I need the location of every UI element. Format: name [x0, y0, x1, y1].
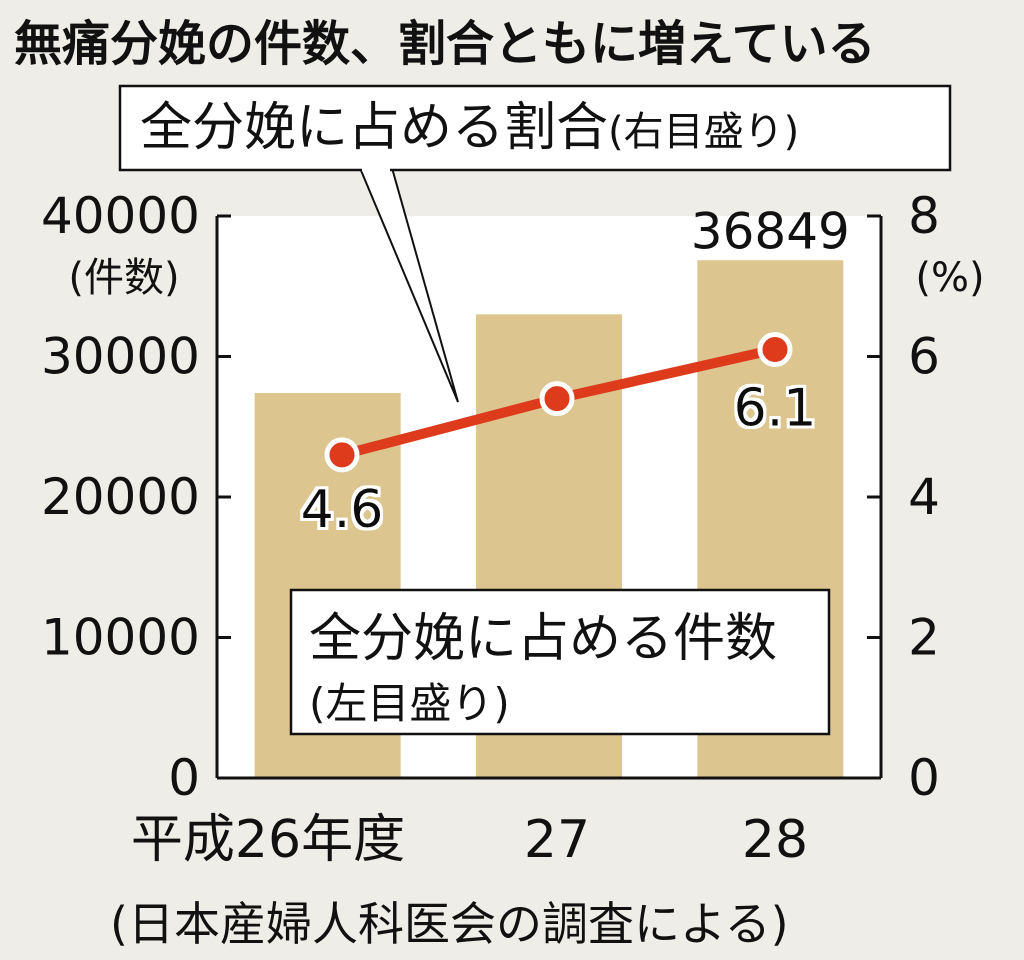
- ticks-layer: 0 10000 20000 30000 40000 0 2 4 6 8: [41, 187, 940, 807]
- right-axis-unit: (%): [915, 255, 984, 301]
- count-series-legend: 全分娩に占める件数 (左目盛り): [289, 588, 831, 736]
- right-axis-tick-label: 0: [908, 749, 940, 807]
- count-data-label: 36849: [691, 202, 850, 260]
- x-tick-label: 27: [524, 810, 590, 870]
- chart-source: (日本産婦人科医会の調査による): [110, 897, 789, 951]
- data-labels-layer: 4.6 6.1 36849: [301, 202, 850, 540]
- left-axis-tick-label: 10000: [41, 609, 200, 667]
- rate-point: [324, 437, 360, 473]
- count-legend-box: [289, 588, 831, 736]
- rate-line-layer: [324, 331, 793, 473]
- x-tick-label: 28: [742, 810, 808, 870]
- left-axis-tick-label: 20000: [41, 468, 200, 526]
- count-series-name: 全分娩に占める件数: [309, 609, 777, 669]
- right-axis-tick-label: 6: [908, 328, 940, 386]
- callout-box: [118, 84, 952, 172]
- rate-point: [757, 331, 793, 367]
- right-axis-tick-label: 4: [908, 468, 940, 526]
- left-axis-tick-label: 30000: [41, 328, 200, 386]
- rate-series-name: 全分娩に占める割合(右目盛り): [140, 98, 799, 158]
- left-axis-unit: (件数): [68, 255, 179, 301]
- rate-point: [539, 381, 575, 417]
- count-series-axis-note: (左目盛り): [309, 679, 510, 728]
- right-axis-tick-label: 8: [908, 187, 940, 245]
- x-tick-labels: 平成26年度 27 28: [131, 810, 808, 870]
- rate-series-name-text: 全分娩に占める割合: [140, 98, 608, 158]
- rate-data-label: 4.6: [301, 480, 384, 540]
- rate-data-label: 6.1: [734, 378, 817, 438]
- x-tick-label: 平成26年度: [131, 810, 405, 870]
- rate-series-callout: 全分娩に占める割合(右目盛り): [118, 84, 952, 403]
- left-axis-tick-label: 0: [168, 749, 200, 807]
- left-axis-tick-label: 40000: [41, 187, 200, 245]
- right-axis-tick-label: 2: [908, 609, 940, 667]
- rate-series-axis-note: (右目盛り): [608, 109, 799, 155]
- chart-title: 無痛分娩の件数、割合ともに増えている: [14, 16, 876, 72]
